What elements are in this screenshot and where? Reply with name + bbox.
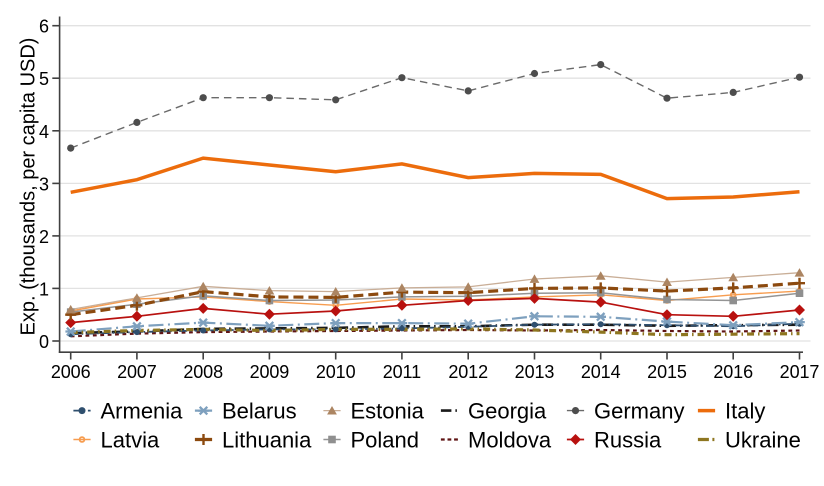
svg-text:Belarus: Belarus — [222, 399, 297, 424]
svg-text:Georgia: Georgia — [468, 399, 547, 424]
svg-text:2006: 2006 — [51, 362, 91, 382]
svg-text:0: 0 — [39, 332, 49, 352]
svg-text:Italy: Italy — [725, 399, 765, 424]
svg-text:2012: 2012 — [448, 362, 488, 382]
svg-text:Poland: Poland — [351, 428, 420, 453]
svg-text:2010: 2010 — [316, 362, 356, 382]
svg-text:2008: 2008 — [183, 362, 223, 382]
svg-text:Moldova: Moldova — [468, 428, 552, 453]
svg-text:6: 6 — [39, 17, 49, 37]
svg-text:Estonia: Estonia — [351, 399, 425, 424]
svg-text:2014: 2014 — [581, 362, 621, 382]
svg-text:2013: 2013 — [515, 362, 555, 382]
svg-text:Exp. (thousands, per capita US: Exp. (thousands, per capita USD) — [18, 38, 40, 336]
svg-text:Latvia: Latvia — [101, 428, 160, 453]
svg-text:2007: 2007 — [117, 362, 157, 382]
svg-text:2016: 2016 — [713, 362, 753, 382]
svg-text:5: 5 — [39, 69, 49, 89]
svg-text:3: 3 — [39, 174, 49, 194]
svg-text:2015: 2015 — [647, 362, 687, 382]
svg-text:2011: 2011 — [383, 362, 421, 382]
svg-text:2: 2 — [39, 227, 49, 247]
svg-text:Germany: Germany — [594, 399, 684, 424]
svg-text:Lithuania: Lithuania — [222, 428, 312, 453]
svg-text:2009: 2009 — [250, 362, 290, 382]
svg-text:Ukraine: Ukraine — [725, 428, 801, 453]
svg-text:Russia: Russia — [594, 428, 662, 453]
svg-text:1: 1 — [39, 279, 49, 299]
svg-text:2017: 2017 — [780, 362, 820, 382]
svg-text:Armenia: Armenia — [101, 399, 184, 424]
svg-text:4: 4 — [39, 122, 49, 142]
